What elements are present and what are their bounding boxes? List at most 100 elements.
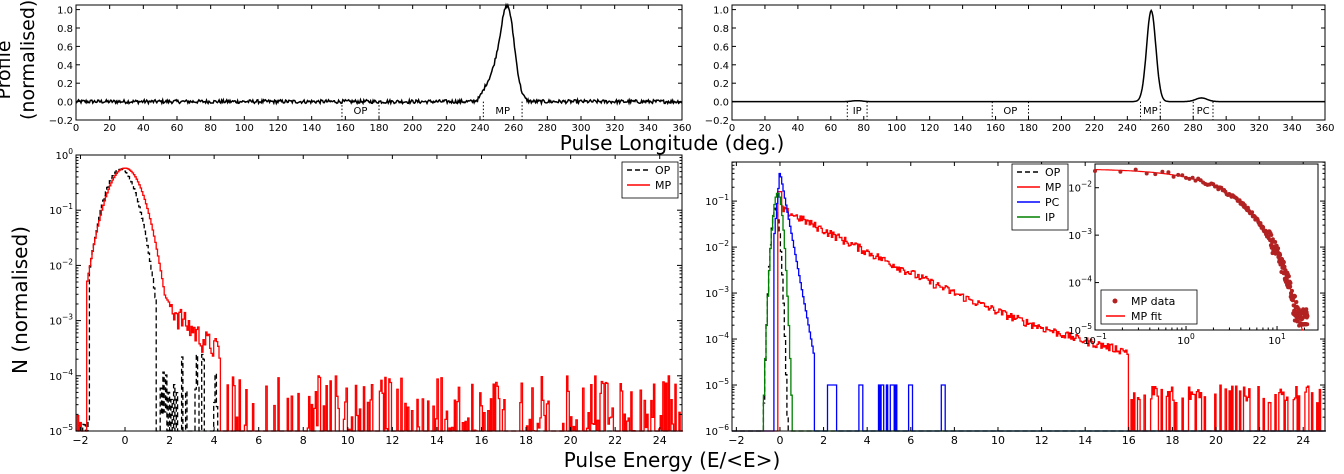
x-tick-label: 60 — [171, 123, 184, 134]
inset-data-point — [1184, 175, 1188, 180]
x-tick-label: 260 — [1151, 123, 1170, 134]
y-tick-label: 0.8 — [57, 24, 73, 35]
y-tick-label: 0.4 — [57, 61, 73, 72]
inset-data-point — [1180, 173, 1185, 178]
x-tick-label: 140 — [302, 123, 321, 134]
x-tick-label: −2 — [728, 434, 744, 447]
x-tick-label: 2 — [166, 434, 173, 447]
legend-label-pc: PC — [1045, 196, 1060, 209]
x-tick-label: 40 — [137, 123, 150, 134]
energy-left-panel: −2 0 2 4 6 8 10 12 14 16 18 20 22 2410−510−410−310−21… — [49, 147, 683, 447]
region-label-op: OP — [354, 106, 368, 117]
energy-inset-panel: 10−1 100 101 10−5 10−4 10−3 10−2 MP data MP fit — [1068, 163, 1319, 347]
x-tick-label: 240 — [470, 123, 489, 134]
inset-data-point — [1144, 171, 1149, 176]
region-label-ip: IP — [853, 106, 862, 117]
inset-data-point — [1171, 174, 1176, 179]
inset-data-point — [1214, 184, 1219, 189]
x-tick-label: 120 — [920, 123, 939, 134]
axes-frame — [731, 161, 1326, 432]
x-tick-label: 360 — [672, 123, 691, 134]
y-tick-label: 1.0 — [713, 6, 729, 17]
region-label-pc: PC — [1197, 106, 1210, 117]
profile-right-panel: IP OP MP PC 0 20 40 60 80 100 120 140 160 180 200 220 24… — [705, 4, 1335, 134]
x-tick-label: 160 — [336, 123, 355, 134]
y-tick-label: 0.4 — [713, 61, 729, 72]
x-tick-label: 100 — [235, 123, 254, 134]
ylabel-top-line2: (normalised) — [17, 0, 39, 120]
inset-x-tick-label: 101 — [1268, 332, 1286, 347]
x-tick-label: 2 — [820, 434, 827, 447]
inset-data-point — [1273, 240, 1278, 244]
region-label-mp: MP — [495, 106, 510, 117]
x-tick-label: 0 — [122, 434, 129, 447]
x-tick-label: 320 — [1250, 123, 1269, 134]
inset-data-point — [1133, 167, 1138, 172]
y-tick-label: 0.6 — [713, 42, 729, 53]
y-tick-label: 100 — [55, 147, 73, 162]
x-tick-label: 140 — [953, 123, 972, 134]
y-tick-label: 10−3 — [705, 285, 729, 300]
legend-label-mp: MP — [1045, 181, 1061, 194]
inset-data-point — [1176, 172, 1181, 177]
y-tick-label: 10−4 — [49, 368, 73, 383]
inset-data-point — [1093, 169, 1097, 173]
x-tick-label: 16 — [474, 434, 488, 447]
y-tick-label: 0.2 — [57, 79, 73, 90]
y-tick-label: 1.0 — [57, 6, 73, 17]
x-tick-label: 4 — [211, 434, 218, 447]
x-tick-label: 280 — [1184, 123, 1203, 134]
x-tick-label: 8 — [300, 434, 307, 447]
inset-data-point — [1288, 284, 1293, 289]
inset-data-point — [1281, 260, 1286, 265]
x-tick-label: 200 — [1052, 123, 1071, 134]
profile-line — [732, 8, 1325, 103]
x-tick-label: 180 — [1019, 123, 1038, 134]
inset-data-point — [1166, 170, 1171, 175]
profile-line — [75, 2, 683, 107]
inset-y-tick-label: 10−5 — [1068, 322, 1092, 337]
legend-box — [1011, 163, 1069, 231]
x-tick-label: 12 — [385, 434, 399, 447]
x-tick-label: 200 — [403, 123, 422, 134]
y-tick-label: 10−1 — [49, 202, 73, 217]
inset-data-point — [1190, 175, 1195, 180]
x-tick-label: 320 — [605, 123, 624, 134]
profile-left-panel: OP MP 0 20 40 60 80 100 120 140 160 180 200 220 240 260… — [49, 2, 692, 134]
x-tick-label: 24 — [653, 434, 667, 447]
x-tick-label: 14 — [430, 434, 444, 447]
inset-x-tick-label: 100 — [1177, 332, 1195, 347]
x-tick-label: 24 — [1296, 434, 1310, 447]
inset-x-tick-label: 10−1 — [1083, 332, 1107, 347]
inset-data-point — [1250, 210, 1255, 215]
y-tick-label: −0.2 — [705, 116, 729, 127]
inset-data-point — [1294, 300, 1299, 304]
x-tick-label: −2 — [72, 434, 88, 447]
inset-data-point — [1305, 314, 1310, 318]
inset-legend-box — [1100, 289, 1198, 325]
x-tick-label: 18 — [1165, 434, 1179, 447]
x-tick-label: 280 — [538, 123, 557, 134]
x-tick-label: 340 — [639, 123, 658, 134]
x-tick-label: 20 — [103, 123, 116, 134]
y-tick-label: 10−1 — [705, 193, 729, 208]
x-tick-label: 20 — [564, 434, 578, 447]
y-tick-label: 10−5 — [705, 377, 729, 392]
inset-data-point — [1187, 176, 1192, 181]
x-tick-label: 300 — [1217, 123, 1236, 134]
series-mp-histogram — [732, 191, 1326, 432]
inset-data-point — [1269, 233, 1274, 237]
x-tick-label: 12 — [1035, 434, 1049, 447]
inset-y-tick-label: 10−3 — [1068, 227, 1092, 242]
x-tick-label: 6 — [907, 434, 914, 447]
inset-data-point — [1282, 264, 1287, 269]
x-tick-label: 20 — [759, 123, 772, 134]
x-tick-label: 0 — [73, 123, 79, 134]
region-label-mp: MP — [1143, 106, 1158, 117]
inset-data-point — [1295, 319, 1300, 324]
inset-legend-label-fit: MP fit — [1131, 310, 1163, 323]
inset-data-point — [1153, 172, 1158, 177]
legend-box — [621, 161, 679, 199]
y-tick-label: 0.0 — [57, 98, 73, 109]
x-tick-label: 180 — [369, 123, 388, 134]
